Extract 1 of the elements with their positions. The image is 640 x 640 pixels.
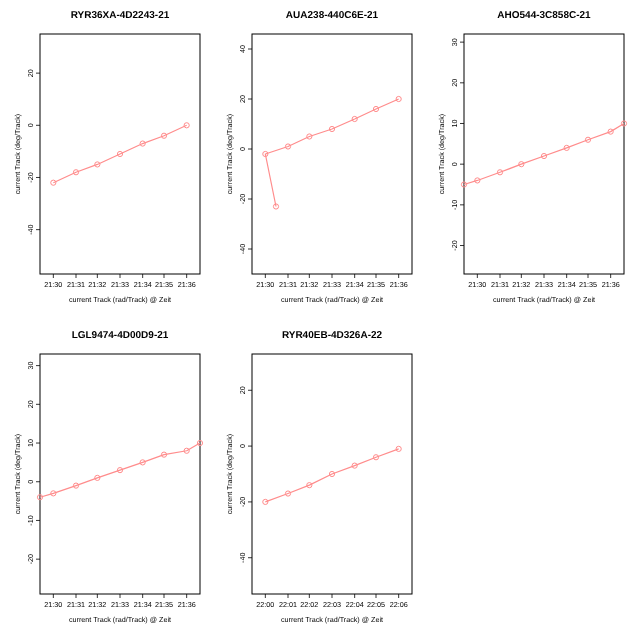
line-series (50, 122, 190, 186)
